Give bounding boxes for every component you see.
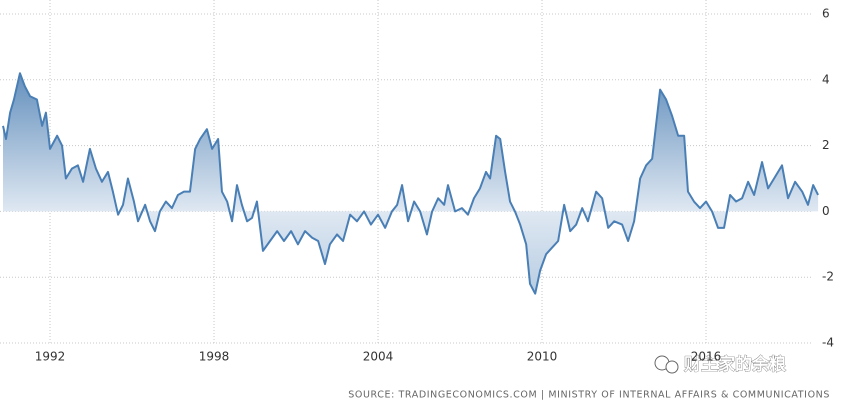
source-note: SOURCE: TRADINGECONOMICS.COM | MINISTRY … [348,390,830,401]
y-tick-label: 4 [822,72,830,86]
plot [2,72,819,295]
area [3,73,819,294]
y-tick-label: -4 [822,336,834,350]
watermark-text: 财主家的余粮 [683,354,786,375]
x-tick-label: 2010 [527,350,558,364]
grid [0,0,812,344]
x-tick-label: 1992 [35,350,66,364]
y-tick-label: 2 [822,138,830,152]
line [2,72,819,295]
y-tick-label: -2 [822,270,834,284]
watermark: 财主家的余粮 [654,354,786,375]
y-tick-label: 0 [822,204,830,218]
x-tick-label: 2004 [363,350,394,364]
x-tick-label: 2016 [691,350,722,364]
y-tick-label: 6 [822,7,830,21]
x-tick-label: 1998 [199,350,230,364]
